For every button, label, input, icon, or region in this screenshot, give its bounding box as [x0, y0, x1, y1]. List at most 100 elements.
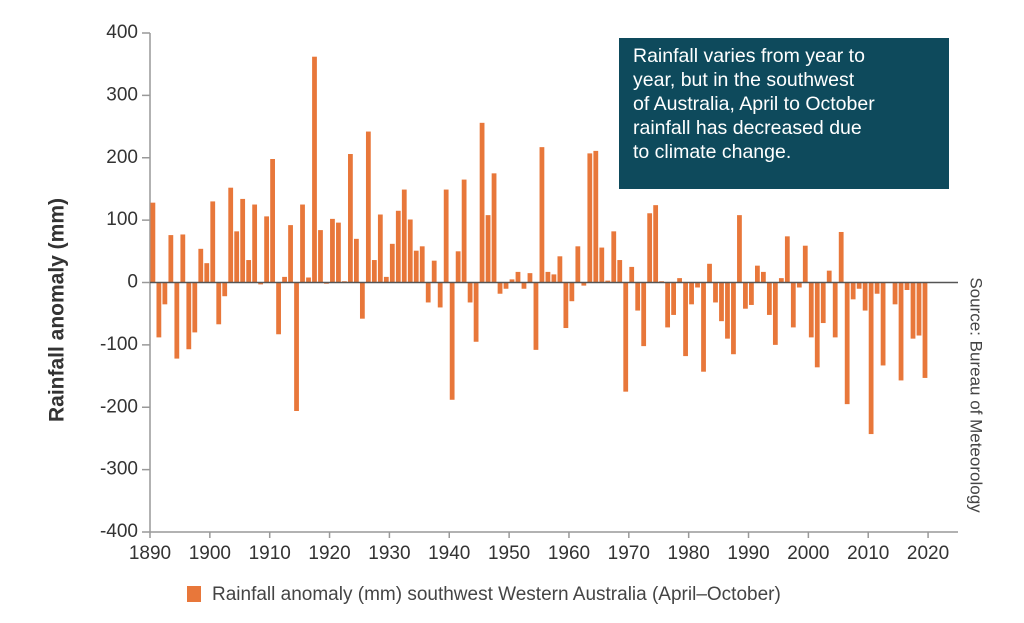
bar: [623, 282, 629, 392]
bar: [713, 282, 718, 303]
x-tick-label: 2020: [907, 543, 949, 564]
bar: [461, 179, 467, 283]
bar: [240, 198, 246, 283]
y-tick-label: -200: [100, 396, 138, 417]
bar: [449, 282, 455, 400]
bar: [521, 282, 527, 289]
bar: [234, 231, 240, 283]
bar: [611, 231, 617, 283]
bar: [306, 277, 311, 283]
bar: [629, 266, 635, 283]
bar: [665, 282, 671, 328]
bar: [192, 282, 198, 333]
bar: [904, 282, 910, 290]
bar: [419, 246, 425, 283]
bar: [653, 205, 659, 283]
bar: [455, 251, 461, 283]
bar: [880, 282, 886, 366]
y-tick-label: 100: [106, 209, 138, 230]
bar: [725, 282, 730, 339]
bar: [563, 282, 569, 329]
x-tick-label: 1920: [308, 543, 350, 564]
bar: [790, 282, 796, 328]
bar: [617, 260, 623, 283]
bar: [503, 282, 509, 289]
bar: [731, 282, 736, 355]
bar: [707, 263, 712, 283]
bar: [407, 219, 413, 283]
bar: [336, 222, 341, 283]
bar: [222, 282, 228, 297]
legend-label: Rainfall anomaly (mm) southwest Western …: [212, 584, 781, 605]
bar: [473, 282, 479, 342]
bar: [198, 248, 204, 283]
x-tick-label: 1890: [129, 543, 171, 564]
bar: [174, 282, 180, 359]
bar: [365, 131, 371, 283]
bar: [294, 282, 299, 411]
bar: [228, 187, 234, 283]
bar: [635, 282, 641, 311]
bar: [533, 282, 539, 350]
bar: [814, 282, 820, 368]
bar: [557, 256, 563, 283]
legend-swatch: [187, 586, 201, 602]
bar: [856, 282, 862, 289]
bar: [443, 189, 449, 283]
bar: [377, 214, 383, 283]
bar: [587, 153, 593, 283]
x-tick-label: 1960: [548, 543, 590, 564]
x-tick-label: 1970: [608, 543, 650, 564]
bar: [862, 282, 868, 311]
bar: [395, 210, 401, 283]
bar: [850, 282, 856, 300]
bar: [425, 282, 431, 303]
bar: [695, 282, 700, 288]
bar: [437, 282, 443, 308]
bar: [641, 282, 647, 347]
y-tick-label: 400: [106, 22, 138, 43]
y-tick-label: 200: [106, 147, 138, 168]
bar: [515, 271, 521, 283]
bar: [826, 270, 832, 283]
bar: [431, 260, 437, 283]
bar: [605, 280, 611, 283]
bar: [312, 56, 317, 283]
annotation-line: rainfall has decreased due: [633, 117, 862, 139]
bar: [168, 235, 174, 283]
bar: [491, 173, 497, 283]
x-tick-label: 1930: [368, 543, 410, 564]
annotation-line: year, but in the southwest: [633, 69, 855, 91]
y-tick-label: 300: [106, 84, 138, 105]
bar: [150, 202, 156, 283]
bar: [760, 271, 766, 283]
x-tick-label: 1940: [428, 543, 470, 564]
bar: [186, 282, 192, 350]
bar: [485, 215, 491, 283]
bar: [581, 282, 587, 286]
bar: [772, 282, 778, 345]
bar: [647, 213, 653, 283]
bar: [551, 274, 557, 283]
bar: [838, 231, 844, 283]
bar: [796, 282, 802, 288]
bar: [276, 282, 281, 335]
bar: [844, 282, 850, 405]
x-tick-label: 1950: [488, 543, 530, 564]
bar: [743, 282, 748, 309]
bar: [784, 236, 790, 283]
x-tick-label: 1910: [249, 543, 291, 564]
bar: [413, 250, 419, 283]
bar: [689, 282, 694, 305]
bar: [389, 243, 395, 283]
bar: [683, 282, 688, 357]
bar: [868, 282, 874, 435]
bar: [204, 263, 210, 283]
bar: [264, 216, 270, 283]
bar: [383, 276, 389, 283]
bar: [348, 154, 353, 283]
x-tick-label: 1900: [189, 543, 231, 564]
annotation-line: to climate change.: [633, 141, 792, 163]
